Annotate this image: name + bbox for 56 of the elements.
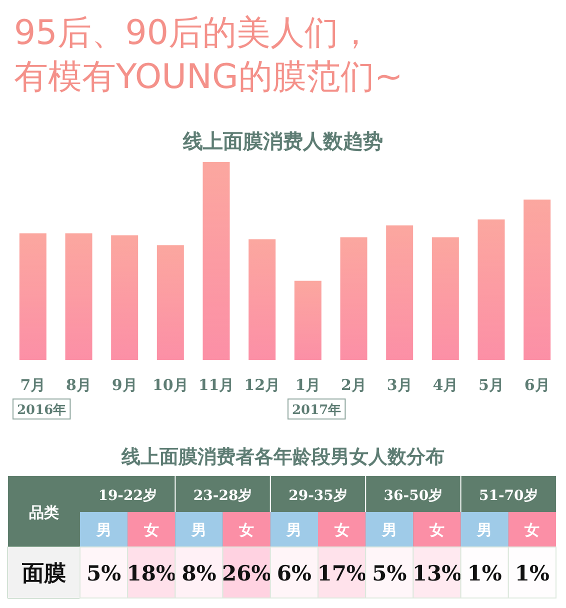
bar — [202, 162, 230, 360]
data-label: 8% — [182, 560, 216, 586]
x-tick-label: 男 — [95, 521, 112, 539]
text: 36-50岁 — [384, 488, 443, 504]
x-tick-label: 女 — [142, 521, 159, 539]
data-label: 13% — [412, 560, 462, 586]
data-label: 1% — [467, 560, 502, 586]
x-tick-label: 女 — [333, 521, 350, 539]
text: 19-22岁 — [98, 488, 157, 504]
x-tick-label: 女 — [428, 521, 444, 539]
x-tick-label: 男 — [380, 521, 397, 539]
data-label: 6% — [276, 560, 312, 586]
text: 51-70岁 — [479, 488, 538, 504]
x-tick-label: 12月 — [244, 376, 280, 394]
data-label: 5% — [372, 560, 407, 586]
x-tick-label: 3月 — [386, 376, 412, 394]
text: 2016年 — [17, 403, 66, 418]
x-tick-label: 女 — [524, 521, 540, 539]
chart-title: 线上面膜消费者各年龄段男女人数分布 — [120, 446, 444, 468]
x-tick-label: 男 — [190, 521, 206, 539]
x-tick-label: 男 — [286, 521, 302, 539]
chart-subtitle: 线上面膜消费人数趋势 — [182, 129, 383, 153]
x-tick-label: 男 — [476, 521, 492, 539]
x-tick-label: 7月 — [20, 376, 46, 394]
bar — [432, 237, 459, 360]
bar — [294, 280, 322, 360]
x-tick-label: 4月 — [432, 376, 458, 394]
y-tick-label: 面膜 — [21, 562, 66, 586]
y-axis-title: 品类 — [29, 504, 59, 522]
data-label: 5% — [86, 560, 122, 586]
x-tick-label: 6月 — [524, 376, 550, 394]
x-tick-label: 10月 — [152, 376, 188, 394]
text: 2017年 — [292, 403, 342, 418]
bar — [19, 233, 46, 360]
bar — [65, 233, 92, 360]
x-tick-label: 8月 — [66, 376, 92, 394]
data-label: 26% — [222, 560, 272, 586]
x-tick-label: 5月 — [478, 376, 504, 394]
bar — [111, 235, 138, 360]
bar — [340, 237, 368, 360]
text: 23-28岁 — [193, 488, 252, 504]
x-tick-label: 9月 — [112, 376, 138, 394]
bar — [248, 239, 276, 360]
data-label: 1% — [514, 560, 550, 586]
bar — [386, 225, 414, 360]
bar — [478, 219, 505, 360]
x-tick-label: 女 — [238, 521, 254, 539]
bar — [524, 200, 551, 360]
chart-title: 95后、90后的美人们，有模有YOUNG的膜范们~ — [14, 13, 403, 97]
data-label: 17% — [317, 560, 366, 586]
bar — [156, 245, 184, 360]
text: 29-35岁 — [288, 488, 348, 504]
x-tick-label: 1月 — [295, 376, 321, 394]
x-tick-label: 2月 — [341, 376, 366, 394]
data-label: 18% — [126, 560, 176, 586]
x-tick-label: 11月 — [198, 376, 234, 394]
